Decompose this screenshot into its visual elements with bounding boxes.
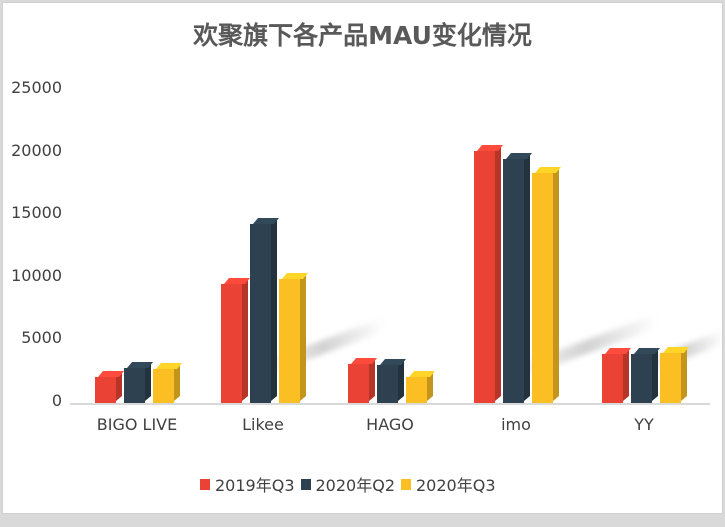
legend-item: 2020年Q3 [401,472,496,496]
x-tick-label: BIGO LIVE [96,415,178,434]
chart-frame [2,2,723,514]
legend-swatch-icon [200,478,210,490]
legend-label: 2019年Q3 [215,476,295,495]
bar-imo-2 [531,166,561,403]
y-tick-label: 15000 [11,203,62,223]
x-tick-label: HAGO [366,415,414,434]
y-tick-label: 0 [51,391,62,410]
bar-yy-2 [659,346,689,403]
bar-likee-2 [278,273,308,403]
bar-likee-1 [249,217,279,403]
y-tick-label: 20000 [11,140,62,160]
y-tick-label: 25000 [11,78,62,97]
legend-swatch-icon [300,478,311,490]
x-tick-label: YY [634,415,654,434]
bar-yy-0 [601,348,631,403]
chart-title: 欢聚旗下各产品MAU变化情况 [193,21,532,50]
bar-bigo-live-0 [94,370,124,403]
x-axis-line [70,403,710,405]
bar-imo-0 [473,145,503,403]
legend-label: 2020年Q2 [315,476,396,495]
y-tick-label: 5000 [21,328,62,348]
y-tick-label: 10000 [11,265,62,285]
bar-hago-1 [376,359,406,403]
bar-bigo-live-2 [152,363,182,403]
legend: 2019年Q3 2020年Q2 2020年Q3 [200,472,502,496]
legend-label: 2020年Q3 [416,476,496,495]
bar-yy-1 [630,348,660,403]
bar-bigo-live-1 [123,361,153,403]
x-tick-label: imo [501,415,531,434]
legend-swatch-icon [401,478,411,490]
bar-hago-2 [405,370,435,403]
legend-item: 2020年Q2 [300,472,396,496]
bar-hago-0 [347,358,377,403]
bar-imo-1 [502,152,532,403]
x-tick-label: Likee [242,415,284,434]
legend-item: 2019年Q3 [200,472,295,496]
bar-likee-0 [220,278,250,403]
